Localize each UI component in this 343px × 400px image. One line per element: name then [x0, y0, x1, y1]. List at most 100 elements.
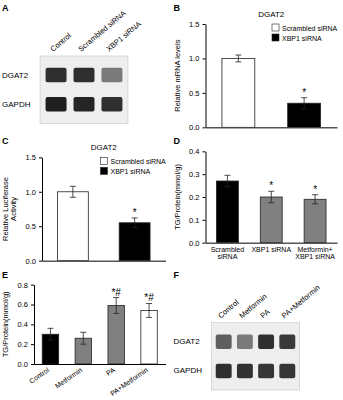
text-line: TG/Protein(mmol/g) — [1, 291, 10, 357]
x-tick: Control — [28, 366, 51, 385]
legend-label: XBP1 siRNA — [282, 35, 322, 42]
y-axis: 0.0 0.2 0.4 0.6 0.8 — [18, 281, 35, 369]
y-tick: 0.5 — [26, 222, 42, 231]
error-bar — [224, 175, 230, 186]
marks — [222, 55, 321, 127]
bar — [216, 181, 238, 243]
error-bar — [146, 304, 152, 318]
y-tick-mark — [39, 192, 42, 193]
y-tick-label: 1.5 — [26, 153, 36, 162]
y-tick-mark — [203, 197, 206, 198]
error-bar — [47, 328, 53, 340]
y-axis: 0.00.51.01.5 — [26, 153, 43, 265]
title: DGAT2 — [91, 143, 118, 152]
y-tick-mark — [31, 305, 34, 306]
band — [279, 364, 295, 379]
y-tick: 0.3 — [189, 170, 205, 179]
y-tick-label: 0.8 — [18, 281, 28, 290]
band — [216, 334, 232, 349]
band — [74, 97, 95, 112]
significance: *# — [144, 293, 154, 304]
blot-panel: DGAT2GAPDHControlMetforminPAPA+Metformin — [174, 283, 322, 390]
y-tick: 0.4 — [189, 147, 205, 156]
text-line: TG/Protein(mmol/g) — [173, 164, 182, 230]
legend-swatch — [272, 24, 279, 31]
error-bar — [268, 191, 274, 202]
bar — [260, 197, 282, 243]
x-tick: XBP1 siRNA — [251, 246, 291, 253]
blot-panel: DGAT2GAPDHControlScrambled siRNAXBP1 siR… — [2, 9, 143, 124]
y-tick: 0.5 — [189, 89, 205, 98]
y-tick-label: 0.5 — [26, 222, 36, 231]
y-tick-label: 1.0 — [26, 188, 36, 197]
significance: * — [133, 207, 137, 218]
bar — [57, 192, 88, 261]
y-tick-mark — [39, 261, 42, 262]
y-axis-line — [34, 285, 35, 364]
y-tick-mark — [31, 364, 34, 365]
y-tick: 0.0 — [18, 360, 34, 369]
y-tick: 0.0 — [189, 123, 205, 132]
x-axis-line — [206, 127, 338, 128]
x-axis: ControlMetforminPAPA+Metformin — [28, 365, 166, 398]
y-tick-label: 0.6 — [18, 300, 28, 309]
x-tick: ScrambledsiRNA — [211, 246, 245, 261]
x-tick: Metformin+XBP1 siRNA — [295, 246, 335, 261]
y-tick: 0.8 — [18, 281, 34, 290]
bands — [216, 334, 296, 378]
x-tick-label: Metformin — [54, 366, 84, 390]
marks — [216, 175, 326, 242]
y-tick: 1.0 — [189, 54, 205, 63]
lane-label: PA — [259, 307, 272, 320]
row-label: DGAT2 — [2, 71, 29, 80]
y-axis: 0.0 0.1 0.2 0.3 0.4 — [189, 147, 206, 247]
x-axis — [43, 261, 167, 262]
x-axis — [206, 127, 338, 128]
y-tick-mark — [203, 151, 206, 152]
y-tick: 1.0 — [26, 188, 42, 197]
panel-label: E — [2, 270, 8, 280]
y-axis: 0.0 0.5 1.0 1.5 — [189, 20, 206, 132]
panel-label: F — [174, 270, 180, 280]
y-tick-label: 0.2 — [18, 340, 28, 349]
bar — [304, 199, 326, 242]
error-bar — [235, 55, 241, 62]
bar — [141, 310, 157, 364]
panel-label: C — [2, 136, 9, 146]
x-tick-label: Control — [28, 366, 51, 385]
band — [237, 334, 253, 349]
y-tick-mark — [31, 324, 34, 325]
bar — [119, 223, 150, 261]
y-tick-mark — [31, 285, 34, 286]
row-label: DGAT2 — [174, 337, 201, 346]
y-tick-label: 1.5 — [189, 20, 199, 29]
significance: * — [269, 180, 273, 191]
y-tick-label: 0.4 — [189, 147, 199, 156]
error-bar — [80, 332, 86, 344]
significance: * — [313, 184, 317, 195]
row-label: GAPDH — [2, 100, 31, 109]
legend: Scrambled siRNAXBP1 siRNA — [101, 157, 167, 175]
significance: *# — [111, 287, 121, 298]
marks — [42, 298, 157, 364]
y-tick-label: 0.1 — [189, 216, 199, 225]
y-axis-title: Relative LuciferaseActivity — [1, 177, 18, 241]
y-tick: 0.2 — [18, 340, 34, 349]
plot: 0.0 0.2 0.4 0.6 0.8 ControlMetforminPAPA+Metf… — [1, 281, 166, 398]
band — [101, 68, 122, 83]
y-axis-title: TG/Protein(mmol/g) — [1, 291, 10, 357]
legend-label: Scrambled siRNA — [282, 25, 338, 32]
text-line: Relative mRNA levels — [173, 39, 182, 111]
y-tick-label: 0.2 — [189, 193, 199, 202]
plot: 0.0 0.1 0.2 0.3 0.4 ScrambledsiRNA XBP1 siRNA M… — [173, 147, 338, 260]
y-tick-mark — [203, 127, 206, 128]
y-axis-title: TG/Protein(mmol/g) — [173, 164, 182, 230]
y-axis-line — [206, 25, 207, 128]
x-axis-line — [206, 243, 338, 244]
bar — [222, 58, 255, 127]
band — [216, 364, 232, 379]
x-tick-label: PA+Metformin — [109, 366, 149, 397]
y-tick-label: 0.4 — [18, 320, 28, 329]
y-tick-mark — [203, 93, 206, 94]
y-tick: 0.0 — [189, 239, 205, 248]
